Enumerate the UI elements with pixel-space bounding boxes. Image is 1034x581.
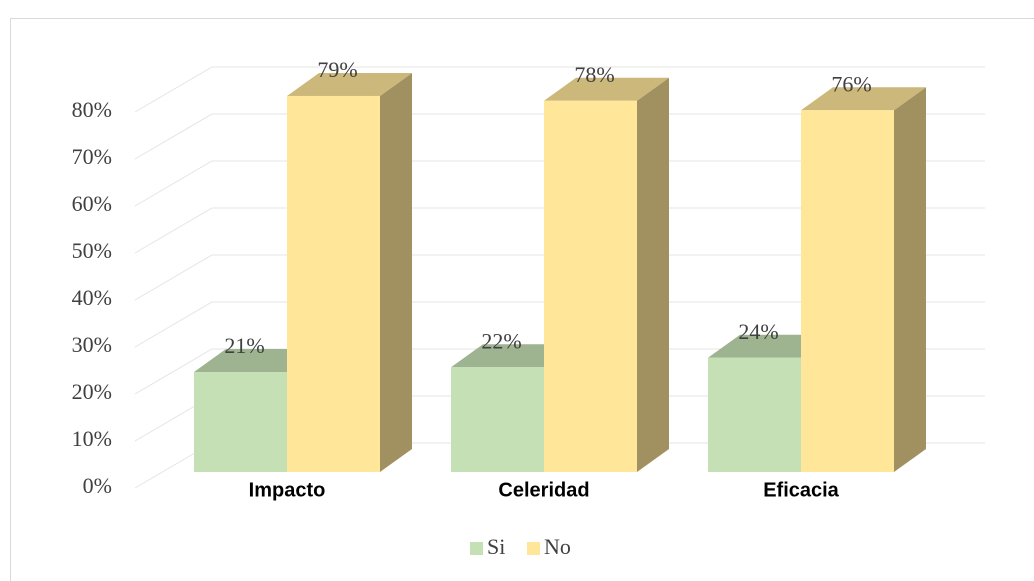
bar-side — [380, 72, 412, 473]
y-tick-label: 10% — [72, 426, 112, 451]
data-label: 78% — [574, 62, 614, 87]
y-tick-label: 60% — [72, 191, 112, 216]
legend-label: Si — [487, 534, 505, 559]
y-tick-label: 40% — [72, 285, 112, 310]
grid-line — [134, 301, 985, 348]
bar-top — [544, 77, 669, 101]
y-tick-label: 70% — [72, 144, 112, 169]
data-label: 76% — [831, 71, 871, 96]
y-tick-label: 50% — [72, 238, 112, 263]
grid-line — [134, 113, 985, 160]
bar-top — [287, 72, 412, 96]
y-tick-label: 80% — [72, 97, 112, 122]
bar-side — [637, 77, 669, 472]
bar-top — [801, 87, 926, 111]
y-tick-label: 20% — [72, 379, 112, 404]
bar — [194, 372, 287, 472]
grid-line — [134, 160, 985, 207]
x-tick-label: Eficacia — [763, 479, 839, 501]
y-tick-label: 30% — [72, 332, 112, 357]
bar — [287, 95, 380, 473]
data-label: 24% — [738, 319, 778, 344]
bar — [544, 100, 637, 472]
grid-line — [134, 207, 985, 254]
x-tick-label: Impacto — [249, 479, 326, 501]
data-label: 21% — [224, 333, 264, 358]
x-tick-label: Celeridad — [498, 479, 589, 501]
bar-side — [894, 87, 926, 473]
legend-swatch — [527, 542, 540, 555]
legend-label: No — [544, 534, 571, 559]
bar — [708, 357, 801, 472]
data-label: 22% — [481, 328, 521, 353]
bar — [451, 367, 544, 472]
grid-line — [134, 254, 985, 301]
legend-swatch — [470, 542, 483, 555]
y-tick-label: 0% — [83, 473, 112, 498]
data-label: 79% — [317, 57, 357, 82]
bar — [801, 110, 894, 473]
grid-line — [134, 66, 985, 113]
